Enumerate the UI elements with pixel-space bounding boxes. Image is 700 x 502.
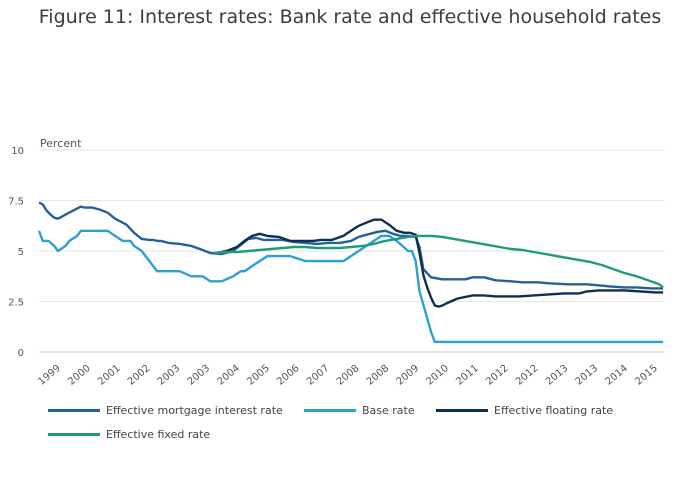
y-tick-label: 5	[18, 247, 24, 258]
x-tick-label: 2010	[424, 363, 451, 388]
legend-item-base-rate: Base rate	[304, 404, 415, 417]
legend-label-floating: Effective floating rate	[494, 404, 614, 417]
legend-swatch-mortgage	[48, 409, 100, 412]
y-tick-label: 10	[11, 146, 24, 157]
legend-swatch-floating	[436, 409, 488, 412]
legend-item-floating: Effective floating rate	[436, 404, 613, 417]
x-tick-label: 2013	[544, 363, 571, 388]
legend-swatch-base-rate	[304, 409, 356, 412]
x-tick-label: 2004	[215, 363, 242, 388]
x-tick-label: 2014	[604, 363, 631, 388]
y-tick-label: 0	[18, 348, 24, 359]
y-axis-label: Percent	[40, 137, 82, 150]
gridlines	[39, 149, 665, 353]
x-tick-label: 2003	[156, 363, 183, 388]
x-tick-label: 2000	[66, 363, 93, 388]
y-tick-label: 7.5	[8, 197, 24, 208]
x-tick-label: 2001	[96, 363, 123, 388]
series-line-base-rate	[37, 229, 664, 344]
chart-title: Figure 11: Interest rates: Bank rate and…	[39, 6, 662, 28]
x-tick-label: 2015	[633, 363, 660, 388]
x-tick-label: 2013	[574, 363, 601, 388]
x-tick-label: 2008	[335, 363, 362, 388]
series-lines	[37, 201, 664, 344]
x-tick-label: 2006	[275, 363, 302, 388]
x-tick-label: 2009	[395, 363, 422, 388]
x-tick-label: 2008	[365, 363, 392, 388]
series-line-mortgage-rate	[38, 201, 664, 290]
x-tick-label: 1999	[36, 363, 63, 388]
x-tick-label: 2012	[514, 363, 541, 388]
legend-label-base-rate: Base rate	[362, 404, 415, 417]
legend-label-fixed: Effective fixed rate	[106, 428, 211, 441]
series-line-floating-rate	[217, 218, 664, 308]
x-tick-label: 2003	[186, 363, 213, 388]
x-tick-label: 2012	[484, 363, 511, 388]
x-tick-label: 2005	[245, 363, 272, 388]
x-tick-label: 2011	[454, 363, 481, 388]
legend-item-mortgage: Effective mortgage interest rate	[48, 404, 283, 417]
legend-item-fixed: Effective fixed rate	[48, 428, 210, 441]
y-axis-ticks: 0 2.5 5 7.5 10	[8, 146, 24, 359]
x-axis-ticks: 1999 2000 2001 2002 2003 2003 2004 2005 2006 2007…	[36, 363, 660, 388]
legend-label-mortgage: Effective mortgage interest rate	[106, 404, 283, 417]
x-tick-label: 2007	[305, 363, 332, 388]
series-line-fixed-rate	[213, 234, 664, 289]
legend-swatch-fixed	[48, 433, 100, 436]
y-tick-label: 2.5	[8, 298, 24, 309]
x-tick-label: 2002	[126, 363, 153, 388]
